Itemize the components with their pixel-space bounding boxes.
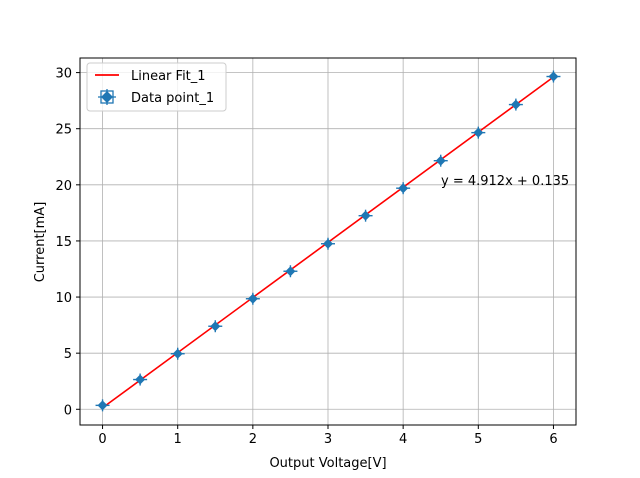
x-tick-label: 0: [98, 432, 106, 447]
y-tick-label: 25: [55, 123, 72, 138]
legend: Linear Fit_1 Data point_1: [86, 62, 227, 112]
data-point: [170, 347, 185, 360]
data-point: [508, 98, 523, 111]
y-tick-label: 15: [55, 235, 72, 250]
plot-area: [95, 70, 561, 412]
data-point: [245, 292, 260, 305]
point-marker: [323, 238, 333, 249]
point-marker: [360, 210, 371, 221]
data-point: [283, 265, 298, 278]
x-tick-label: 1: [174, 432, 182, 447]
point-marker: [172, 348, 183, 359]
y-tick-label: 30: [55, 67, 72, 82]
data-point: [358, 209, 373, 222]
data-point: [396, 182, 411, 195]
x-axis-label: Output Voltage[V]: [269, 456, 386, 471]
x-tick-label: 4: [399, 432, 407, 447]
data-point: [321, 237, 335, 250]
point-marker: [473, 127, 484, 138]
y-tick-label: 10: [55, 291, 72, 306]
legend-box: [86, 62, 227, 112]
point-marker: [435, 155, 446, 166]
data-point: [471, 126, 486, 139]
legend-fit-label: Linear Fit_1: [131, 69, 206, 84]
legend-data-label: Data point_1: [131, 91, 214, 106]
data-point: [546, 70, 561, 83]
point-marker: [548, 71, 559, 82]
y-tick-label: 20: [55, 179, 72, 194]
legend-data-swatch: [98, 89, 116, 105]
point-marker: [247, 293, 258, 304]
data-point: [208, 320, 223, 333]
point-marker: [210, 321, 221, 332]
y-tick-label: 0: [64, 403, 72, 418]
x-tick-label: 6: [549, 432, 557, 447]
x-tick-label: 3: [324, 432, 332, 447]
x-tick-label: 2: [249, 432, 257, 447]
point-marker: [510, 99, 521, 110]
y-axis-label: Current[mA]: [33, 202, 48, 283]
axes: 0 1 2 3 4 5 6 0 5 10 15 20 25 30: [55, 57, 577, 447]
x-tick-label: 5: [474, 432, 482, 447]
point-marker: [135, 374, 146, 385]
data-point: [133, 373, 148, 386]
fit-equation-annotation: y = 4.912x + 0.135: [441, 174, 569, 189]
data-point: [95, 399, 110, 412]
point-marker: [97, 400, 108, 411]
data-point: [433, 154, 448, 167]
y-tick-label: 5: [64, 347, 72, 362]
point-marker: [398, 183, 409, 194]
point-marker: [285, 266, 296, 277]
